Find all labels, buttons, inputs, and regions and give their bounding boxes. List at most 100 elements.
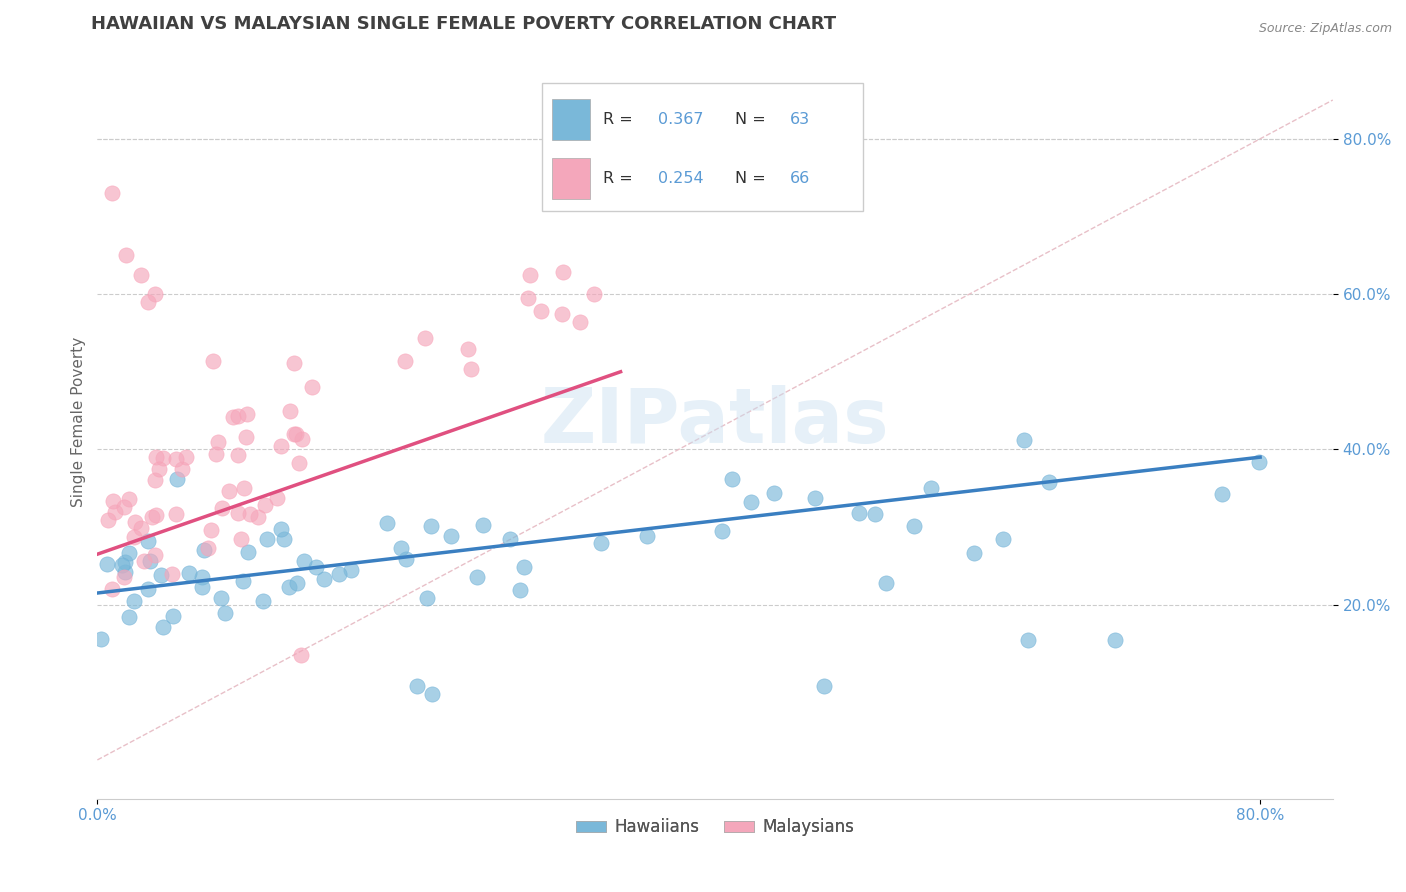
Point [636, 529, 658, 543]
Point [1211, 487, 1233, 501]
Point [145, 508, 167, 522]
Point [166, 507, 188, 521]
Point [247, 510, 270, 524]
Point [457, 342, 479, 356]
Point [166, 472, 188, 486]
Point [1017, 632, 1039, 647]
Point [97, 512, 120, 526]
Point [740, 495, 762, 509]
Point [114, 565, 136, 579]
Point [129, 268, 152, 282]
Point [222, 410, 245, 425]
Point [551, 307, 574, 321]
Legend: Hawaiians, Malaysians: Hawaiians, Malaysians [569, 812, 860, 843]
Point [301, 379, 323, 393]
Point [229, 533, 252, 547]
Point [903, 519, 925, 533]
Point [498, 532, 520, 546]
Point [266, 491, 288, 505]
Point [200, 523, 222, 537]
Text: ZIPatlas: ZIPatlas [541, 385, 890, 459]
Point [143, 548, 166, 562]
Point [193, 543, 215, 558]
Point [252, 594, 274, 608]
Point [460, 362, 482, 376]
Point [395, 551, 418, 566]
Point [1014, 434, 1036, 448]
Point [804, 491, 827, 505]
Point [254, 498, 277, 512]
Point [440, 529, 463, 543]
Point [569, 316, 592, 330]
Point [209, 591, 232, 605]
Point [721, 472, 744, 486]
Text: HAWAIIAN VS MALAYSIAN SINGLE FEMALE POVERTY CORRELATION CHART: HAWAIIAN VS MALAYSIAN SINGLE FEMALE POVE… [91, 15, 837, 33]
Point [340, 563, 363, 577]
Point [145, 450, 167, 465]
Point [1104, 632, 1126, 647]
Point [285, 426, 308, 441]
Point [141, 509, 163, 524]
Point [291, 432, 314, 446]
Point [226, 506, 249, 520]
Point [152, 451, 174, 466]
Point [101, 186, 124, 201]
Point [406, 679, 429, 693]
Point [152, 620, 174, 634]
Point [277, 580, 299, 594]
Point [103, 494, 125, 508]
Point [162, 609, 184, 624]
Point [270, 439, 292, 453]
Point [232, 574, 254, 589]
Point [132, 554, 155, 568]
Point [413, 331, 436, 345]
Point [136, 582, 159, 597]
Point [172, 462, 194, 476]
Point [191, 580, 214, 594]
Point [1247, 455, 1270, 469]
Point [96, 557, 118, 571]
Point [104, 505, 127, 519]
Point [711, 524, 734, 538]
Point [232, 481, 254, 495]
Point [530, 304, 553, 318]
Point [763, 485, 786, 500]
Point [111, 558, 134, 573]
Point [117, 492, 139, 507]
Point [551, 265, 574, 279]
Point [201, 354, 224, 368]
Point [465, 570, 488, 584]
Point [589, 536, 612, 550]
Point [419, 518, 441, 533]
Point [283, 427, 305, 442]
Point [256, 532, 278, 546]
Point [211, 500, 233, 515]
Point [312, 572, 335, 586]
Point [112, 500, 135, 514]
Point [328, 567, 350, 582]
Point [136, 294, 159, 309]
Point [101, 582, 124, 596]
Point [236, 407, 259, 421]
Point [131, 521, 153, 535]
Point [122, 530, 145, 544]
Point [235, 429, 257, 443]
Point [509, 582, 531, 597]
Point [420, 687, 443, 701]
Point [519, 268, 541, 283]
Point [160, 567, 183, 582]
Point [273, 532, 295, 546]
Point [115, 248, 138, 262]
Point [148, 461, 170, 475]
Point [394, 353, 416, 368]
Point [118, 610, 141, 624]
Point [875, 575, 897, 590]
Point [136, 533, 159, 548]
Point [1038, 475, 1060, 489]
Point [177, 566, 200, 580]
Point [962, 546, 984, 560]
Point [139, 554, 162, 568]
Point [145, 287, 167, 301]
Point [472, 517, 495, 532]
Point [389, 541, 412, 555]
